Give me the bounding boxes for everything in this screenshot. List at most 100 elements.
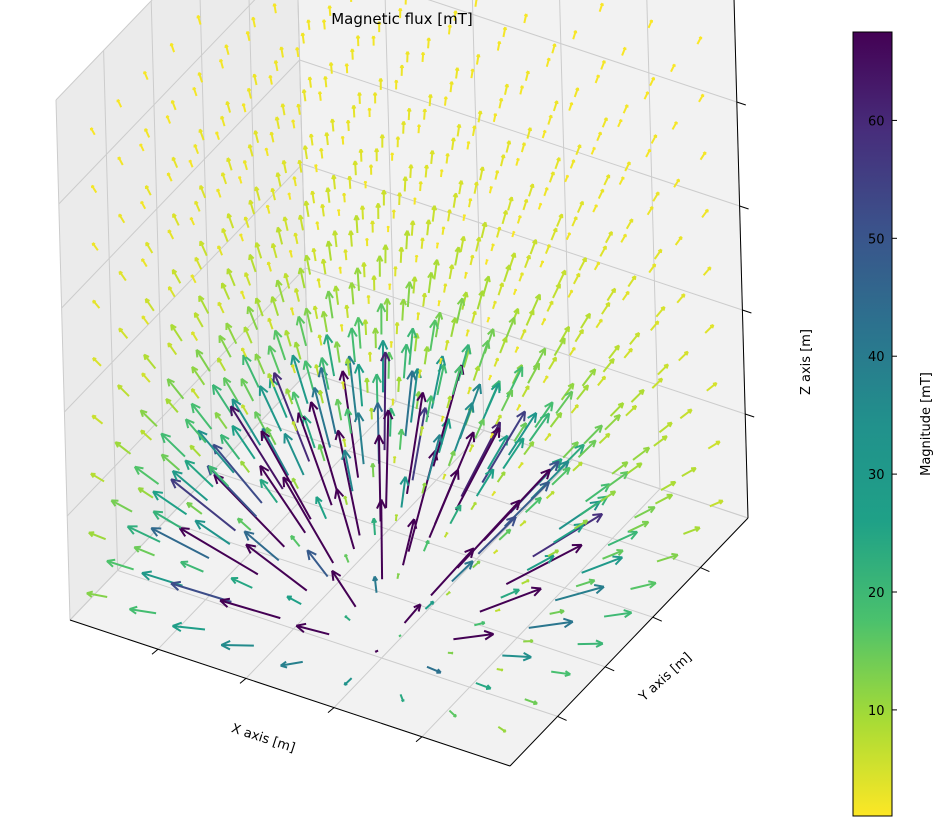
arrow-head (564, 673, 571, 678)
field-arrow (302, 360, 315, 391)
arrow-head (172, 213, 177, 218)
arrow-shaft (408, 328, 414, 365)
arrow-head (406, 327, 414, 338)
arrow-shaft (399, 247, 403, 263)
field-arrow (242, 159, 248, 171)
arrow-head (373, 575, 379, 582)
arrow-head (199, 240, 205, 246)
field-arrow (310, 190, 316, 204)
arrow-shaft (310, 401, 339, 492)
field-arrow (634, 506, 656, 519)
field-arrow (165, 115, 172, 124)
arrow-shaft (500, 389, 514, 412)
arrow-head (357, 316, 364, 327)
arrow-head (458, 124, 462, 129)
arrow-shaft (450, 317, 457, 337)
x-axis-line (69, 619, 511, 767)
arrow-shaft (605, 471, 629, 489)
arrow-head (611, 490, 617, 497)
arrow-head (478, 383, 482, 395)
arrow-head (366, 237, 369, 241)
arrow-head (559, 412, 563, 419)
field-arrow (598, 2, 604, 12)
field-arrow (315, 221, 320, 231)
x-tick (327, 707, 335, 713)
arrow-head (270, 131, 274, 136)
arrow-head (206, 465, 212, 476)
arrow-head (397, 136, 401, 141)
arrow-head (315, 364, 320, 369)
field-arrow (625, 404, 638, 417)
field-arrow (446, 395, 453, 409)
field-arrow (259, 478, 279, 504)
field-arrow (357, 92, 362, 104)
field-arrow (629, 331, 641, 345)
colorbar-tick-label: 20 (868, 586, 885, 601)
field-arrow (660, 480, 677, 491)
arrow-shaft (427, 272, 433, 294)
arrow-shaft (306, 549, 329, 578)
arrow-head (161, 453, 169, 458)
field-arrow (548, 356, 558, 370)
arrow-head (449, 469, 459, 478)
field-arrow (380, 351, 391, 451)
field-arrow (332, 230, 339, 248)
field-arrow (169, 42, 176, 53)
arrow-head (373, 275, 377, 281)
arrow-shaft (284, 273, 291, 289)
field-arrow (139, 409, 158, 428)
field-arrow (251, 16, 256, 28)
field-arrow (334, 429, 361, 536)
field-arrow (319, 147, 324, 159)
arrow-shaft (438, 418, 450, 454)
arrow-head (190, 216, 194, 220)
field-arrow (211, 383, 234, 416)
arrow-head (355, 214, 360, 221)
field-arrow (150, 527, 210, 559)
field-arrow (254, 353, 266, 375)
arrow-head (521, 85, 524, 89)
back-grid-line (302, 163, 743, 311)
field-arrow (500, 588, 520, 599)
arrow-head (513, 252, 517, 258)
arrow-shaft (227, 213, 235, 229)
field-arrow (573, 87, 580, 98)
arrow-head (370, 164, 374, 168)
chart-title: Magnetic flux [mT] (331, 10, 473, 28)
arrow-shaft (305, 255, 312, 275)
field-arrow (630, 388, 645, 403)
arrow-head (432, 434, 441, 443)
field-arrow (475, 53, 481, 65)
arrow-shaft (475, 468, 495, 497)
arrow-shaft (267, 373, 276, 388)
arrow-head (576, 404, 579, 409)
arrow-head (139, 143, 143, 147)
arrow-shaft (602, 549, 624, 560)
field-arrow (342, 438, 347, 448)
arrow-head (374, 650, 377, 653)
arrow-shaft (428, 469, 459, 539)
arrow-head (339, 266, 342, 270)
field-arrow (524, 496, 543, 514)
back-grid-line (646, 0, 661, 489)
field-arrow (477, 515, 517, 555)
field-arrow (604, 413, 621, 431)
arrow-shaft (459, 236, 465, 253)
floor-grid-line (307, 371, 749, 519)
field-arrow (88, 531, 107, 541)
x-axis-label: X axis [m] (229, 721, 296, 756)
field-arrow (340, 135, 345, 145)
arrow-head (315, 496, 323, 503)
field-arrow (353, 214, 360, 234)
arrow-head (275, 116, 280, 121)
arrow-head (305, 307, 312, 315)
arrow-shaft (335, 341, 341, 363)
arrow-head (191, 402, 201, 409)
field-arrow (650, 134, 658, 144)
arrow-head (425, 164, 430, 169)
arrow-head (418, 124, 421, 128)
field-arrow (367, 351, 373, 362)
arrow-head (344, 553, 348, 558)
arrow-shaft (583, 424, 603, 445)
field-arrow (505, 140, 512, 153)
